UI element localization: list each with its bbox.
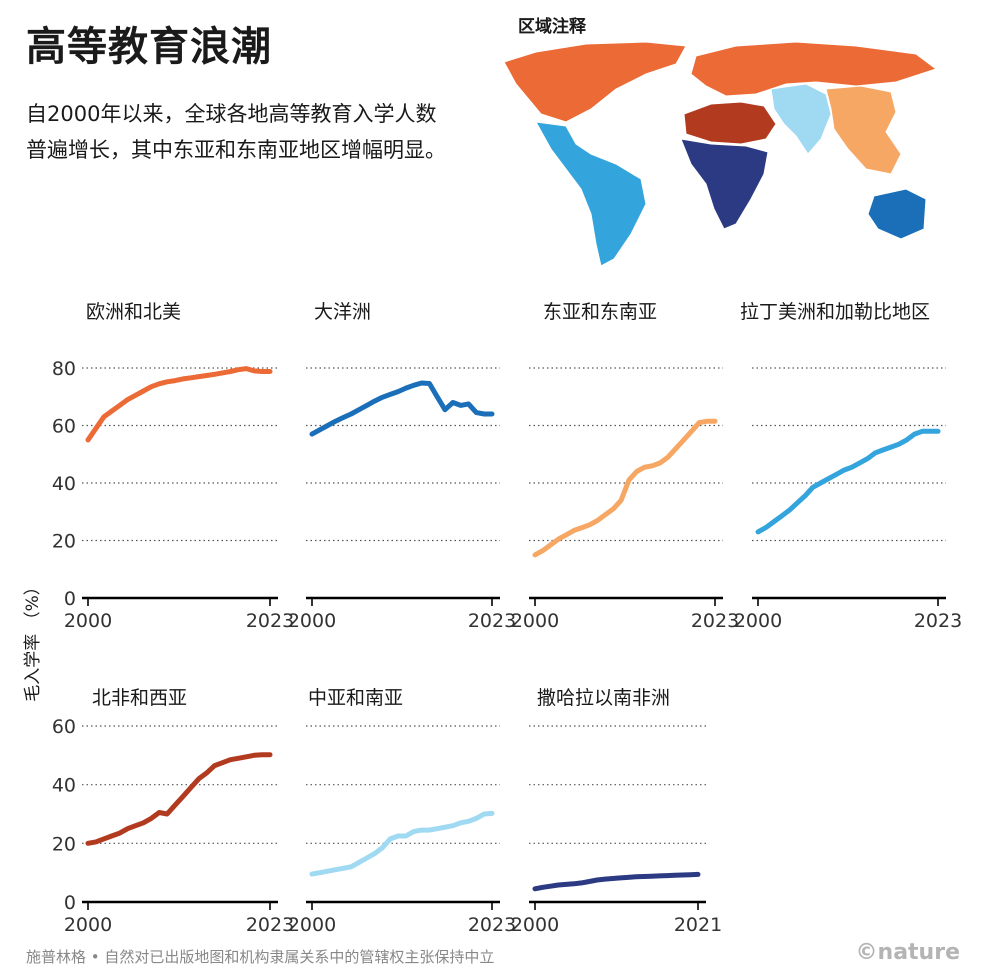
- x-tick-label: 2000: [64, 914, 112, 936]
- series-line: [85, 366, 273, 443]
- chart-panel-3: 东亚和东南亚 2000 2023: [511, 301, 739, 632]
- brand-logo: ©nature: [855, 940, 960, 965]
- x-tick-label: 2000: [511, 610, 559, 632]
- map-region-europe-na: [503, 41, 687, 123]
- x-tick-label: 2000: [288, 610, 336, 632]
- x-tick-label: 2023: [691, 610, 739, 632]
- footer-note: 施普林格 • 自然对已出版地图和机构隶属关系中的管辖权主张保持中立: [26, 948, 495, 966]
- chart-panel-1: 欧洲和北美 0 20 40 60 80 2000 2023: [52, 301, 294, 632]
- y-tick-label: 20: [52, 531, 76, 553]
- y-tick-label: 40: [52, 775, 76, 797]
- x-tick-label: 2023: [468, 914, 516, 936]
- x-tick-label: 2023: [468, 610, 516, 632]
- x-tick-label: 2000: [734, 610, 782, 632]
- y-tick-label: 80: [52, 358, 76, 380]
- x-tick-label: 2023: [914, 610, 962, 632]
- y-axis-label: 毛入学率 （%）: [23, 578, 43, 702]
- x-tick-label: 2023: [246, 610, 294, 632]
- series-line: [532, 871, 701, 892]
- x-tick-label: 2023: [246, 914, 294, 936]
- subtitle: 自2000年以来，全球各地高等教育入学人数普遍增长，其中东亚和东南亚地区增幅明显…: [26, 102, 446, 162]
- series-line: [309, 810, 495, 877]
- map-region-latam: [535, 121, 647, 267]
- y-tick-label: 20: [52, 833, 76, 855]
- chart-title: 北非和西亚: [92, 687, 187, 709]
- map-region-central-south-asia: [770, 83, 832, 155]
- x-tick-label: 2000: [64, 610, 112, 632]
- series-line: [532, 418, 718, 558]
- chart-title: 大洋洲: [314, 301, 371, 323]
- y-tick-label: 0: [64, 588, 76, 610]
- y-tick-label: 60: [52, 716, 76, 738]
- chart-panel-4: 拉丁美洲和加勒比地区 2000 2023: [734, 301, 962, 632]
- chart-title: 东亚和东南亚: [543, 301, 657, 323]
- chart-title: 拉丁美洲和加勒比地区: [740, 301, 930, 323]
- page-title: 高等教育浪潮: [26, 24, 272, 70]
- chart-title: 欧洲和北美: [86, 301, 181, 323]
- series-line: [85, 752, 273, 846]
- chart-panel-5: 北非和西亚 0 20 40 60 2000 2023: [52, 687, 294, 936]
- map-region-ssa: [680, 138, 769, 230]
- series-line: [309, 380, 495, 437]
- x-tick-label: 2000: [511, 914, 559, 936]
- y-tick-label: 0: [64, 892, 76, 914]
- chart-title: 中亚和南亚: [308, 687, 403, 709]
- map-region-oceania: [867, 188, 927, 240]
- map-legend-title: 区域注释: [518, 17, 586, 37]
- chart-panel-2: 大洋洲 2000 2023: [288, 301, 516, 632]
- map-region-nafrica-wasia: [683, 101, 777, 145]
- chart-panel-6: 中亚和南亚 2000 2023: [288, 687, 516, 936]
- chart-title: 撒哈拉以南非洲: [537, 687, 670, 709]
- series-line: [755, 428, 941, 535]
- y-tick-label: 60: [52, 416, 76, 438]
- chart-panel-7: 撒哈拉以南非洲 2000 2021: [511, 687, 722, 936]
- map-region-east-asia: [825, 85, 902, 175]
- region-map: [503, 41, 938, 267]
- y-tick-label: 40: [52, 473, 76, 495]
- x-tick-label: 2021: [674, 914, 722, 936]
- x-tick-label: 2000: [288, 914, 336, 936]
